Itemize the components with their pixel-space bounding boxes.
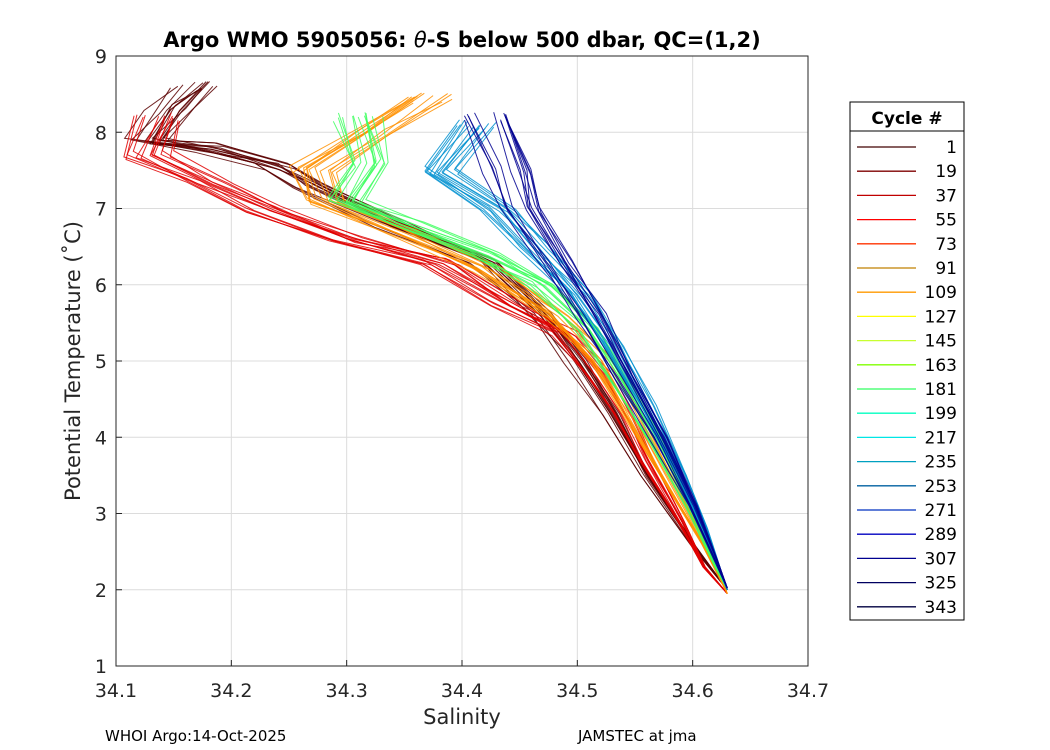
profile-line <box>467 115 728 589</box>
profile-line <box>297 96 728 594</box>
profile-line <box>123 85 728 591</box>
profile-line <box>135 121 728 594</box>
legend-entry-label: 163 <box>925 356 957 376</box>
y-tick-label: 4 <box>95 427 107 449</box>
profile-line <box>345 118 728 591</box>
profile-line <box>345 115 728 591</box>
profile-line <box>132 115 728 594</box>
profile-line <box>173 121 728 594</box>
legend-entry-label: 325 <box>925 574 957 594</box>
legend-entry-label: 145 <box>925 332 957 352</box>
profile-line <box>336 115 728 591</box>
profile-line <box>303 95 728 594</box>
profile-line <box>308 100 728 594</box>
y-axis-label: Potential Temperature (˚C) <box>61 221 85 501</box>
x-tick-label: 34.7 <box>787 680 829 702</box>
y-tick-labels: 1 2 3 4 5 6 7 8 9 <box>95 46 107 678</box>
footer-right: JAMSTEC at jma <box>577 727 697 745</box>
x-tick-labels: 34.1 34.2 34.3 34.4 34.5 34.6 34.7 <box>95 680 829 702</box>
profile-line <box>314 92 728 594</box>
y-tick-label: 3 <box>95 504 107 526</box>
y-tick-label: 6 <box>95 275 107 297</box>
x-tick-label: 34.4 <box>441 680 483 702</box>
legend-entry-label: 19 <box>935 162 957 182</box>
legend-entry-label: 253 <box>925 477 957 497</box>
legend-entry-label: 91 <box>935 259 957 279</box>
profile-line <box>149 90 728 591</box>
x-tick-label: 34.2 <box>210 680 252 702</box>
legend-entry-label: 1 <box>946 138 957 158</box>
profile-line <box>151 88 728 591</box>
legend-entry-label: 289 <box>925 525 957 545</box>
legend-entry-label: 73 <box>935 235 957 255</box>
y-tick-label: 5 <box>95 351 107 373</box>
profile-line <box>306 92 728 594</box>
profile-line <box>160 117 728 594</box>
profile-line <box>288 101 728 594</box>
chart-title: Argo WMO 5905056: θ-S below 500 dbar, QC… <box>163 28 760 52</box>
x-tick-label: 34.5 <box>556 680 598 702</box>
profile-line <box>335 93 728 594</box>
y-tick-label: 1 <box>95 656 107 678</box>
legend-entry-label: 181 <box>925 380 957 400</box>
legend-entry-label: 37 <box>935 186 957 206</box>
profile-line <box>504 116 728 589</box>
footer-left: WHOI Argo:14-Oct-2025 <box>105 727 286 745</box>
y-tick-label: 2 <box>95 580 107 602</box>
profile-line <box>329 101 728 594</box>
profile-line <box>493 112 728 589</box>
x-tick-label: 34.3 <box>326 680 368 702</box>
profile-line <box>169 120 728 594</box>
profile-line <box>140 116 728 594</box>
legend-entry-label: 271 <box>925 501 957 521</box>
profile-line <box>150 115 728 594</box>
profile-line <box>349 116 728 591</box>
legend-entry-label: 55 <box>935 211 957 231</box>
profile-line <box>424 119 728 590</box>
plot-frame <box>115 55 809 667</box>
profile-line <box>334 117 728 591</box>
profile-line <box>303 96 728 594</box>
profile-line <box>153 112 728 594</box>
y-tick-label: 9 <box>95 46 107 68</box>
profile-line <box>161 121 728 594</box>
legend-entry-label: 307 <box>925 549 957 569</box>
profile-line <box>151 88 728 591</box>
legend-entry-label: 217 <box>925 428 957 448</box>
y-tick-label: 8 <box>95 122 107 144</box>
legend-entry-label: 127 <box>925 307 957 327</box>
legend-entry-label: 199 <box>925 404 957 424</box>
profile-line <box>347 113 728 591</box>
profile-line <box>464 119 728 589</box>
x-tick-label: 34.1 <box>95 680 137 702</box>
legend-entry-label: 343 <box>925 598 957 618</box>
profile-line <box>474 112 728 589</box>
y-tick-label: 7 <box>95 199 107 221</box>
profile-line <box>328 117 728 591</box>
profile-line <box>319 95 728 594</box>
x-axis-label: Salinity <box>423 705 501 729</box>
profile-line <box>130 84 728 591</box>
profile-curves <box>123 81 728 594</box>
legend-title: Cycle # <box>871 109 942 129</box>
legend-entry-label: 235 <box>925 453 957 473</box>
legend: Cycle # 1 19 37 55 73 91 109 127 145 163 181 199 217… <box>849 101 965 621</box>
profile-line <box>328 121 728 591</box>
legend-entry-label: 109 <box>925 283 957 303</box>
profile-line <box>500 119 728 589</box>
profile-line <box>305 102 728 594</box>
x-tick-label: 34.6 <box>672 680 714 702</box>
